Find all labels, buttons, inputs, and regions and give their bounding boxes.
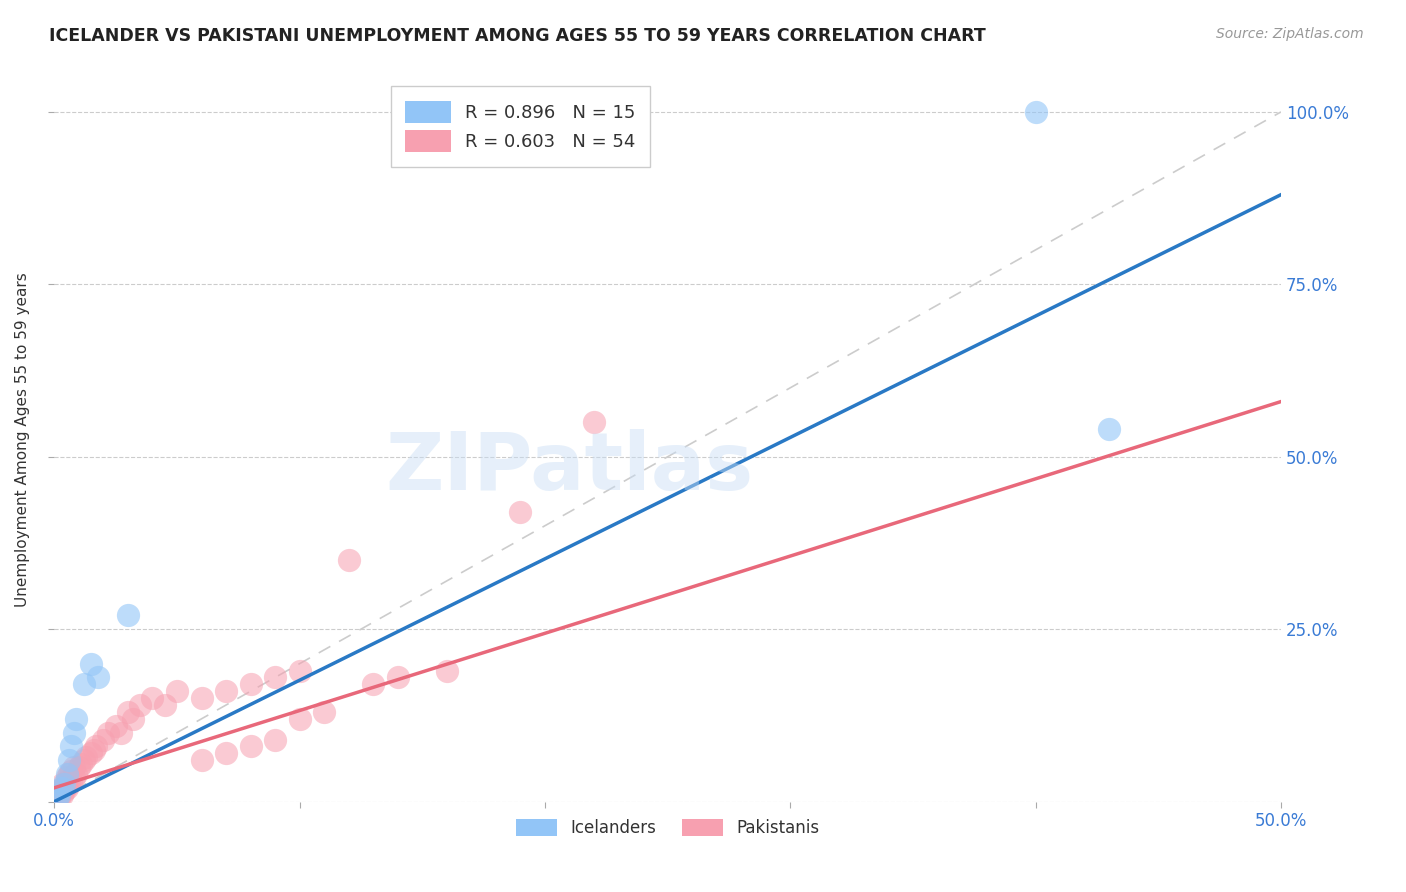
- Point: [190, 691, 212, 706]
- Point: [264, 732, 287, 747]
- Point: [93, 732, 115, 747]
- Point: [55, 780, 77, 795]
- Point: [110, 725, 132, 739]
- Point: [63, 725, 86, 739]
- Legend: Icelanders, Pakistanis: Icelanders, Pakistanis: [509, 813, 827, 844]
- Point: [509, 505, 531, 519]
- Point: [337, 553, 360, 567]
- Point: [73, 753, 96, 767]
- Point: [361, 677, 384, 691]
- Point: [51, 780, 73, 795]
- Point: [51, 777, 73, 791]
- Point: [239, 677, 262, 691]
- Point: [387, 670, 409, 684]
- Point: [239, 739, 262, 754]
- Y-axis label: Unemployment Among Ages 55 to 59 years: Unemployment Among Ages 55 to 59 years: [15, 272, 30, 607]
- Point: [97, 725, 120, 739]
- Point: [104, 719, 127, 733]
- Point: [44, 795, 66, 809]
- Point: [48, 784, 70, 798]
- Point: [45, 791, 67, 805]
- Point: [58, 777, 80, 791]
- Point: [75, 749, 97, 764]
- Text: ICELANDER VS PAKISTANI UNEMPLOYMENT AMONG AGES 55 TO 59 YEARS CORRELATION CHART: ICELANDER VS PAKISTANI UNEMPLOYMENT AMON…: [49, 27, 986, 45]
- Point: [51, 788, 73, 802]
- Point: [153, 698, 176, 712]
- Point: [60, 764, 83, 778]
- Point: [60, 739, 83, 754]
- Point: [582, 415, 605, 429]
- Point: [1025, 104, 1047, 119]
- Point: [53, 784, 76, 798]
- Point: [73, 677, 96, 691]
- Point: [53, 780, 76, 795]
- Point: [60, 773, 83, 788]
- Point: [215, 684, 238, 698]
- Point: [129, 698, 152, 712]
- Point: [288, 664, 311, 678]
- Point: [48, 788, 70, 802]
- Point: [51, 780, 73, 795]
- Point: [45, 788, 67, 802]
- Point: [288, 712, 311, 726]
- Point: [80, 747, 103, 761]
- Point: [436, 664, 458, 678]
- Point: [87, 670, 110, 684]
- Point: [121, 712, 143, 726]
- Point: [65, 712, 87, 726]
- Point: [84, 739, 107, 754]
- Point: [58, 753, 80, 767]
- Point: [58, 767, 80, 781]
- Point: [314, 705, 336, 719]
- Point: [48, 791, 70, 805]
- Point: [67, 760, 90, 774]
- Point: [190, 753, 212, 767]
- Point: [264, 670, 287, 684]
- Point: [83, 743, 105, 757]
- Point: [63, 760, 86, 774]
- Point: [141, 691, 163, 706]
- Point: [166, 684, 188, 698]
- Point: [117, 705, 139, 719]
- Point: [1098, 422, 1121, 436]
- Point: [55, 773, 77, 788]
- Text: Source: ZipAtlas.com: Source: ZipAtlas.com: [1216, 27, 1364, 41]
- Point: [65, 767, 87, 781]
- Point: [45, 791, 67, 805]
- Point: [53, 777, 76, 791]
- Point: [215, 747, 238, 761]
- Point: [117, 608, 139, 623]
- Point: [55, 771, 77, 785]
- Point: [63, 771, 86, 785]
- Point: [70, 756, 93, 771]
- Text: ZIPatlas: ZIPatlas: [385, 429, 754, 508]
- Point: [55, 767, 77, 781]
- Point: [80, 657, 103, 671]
